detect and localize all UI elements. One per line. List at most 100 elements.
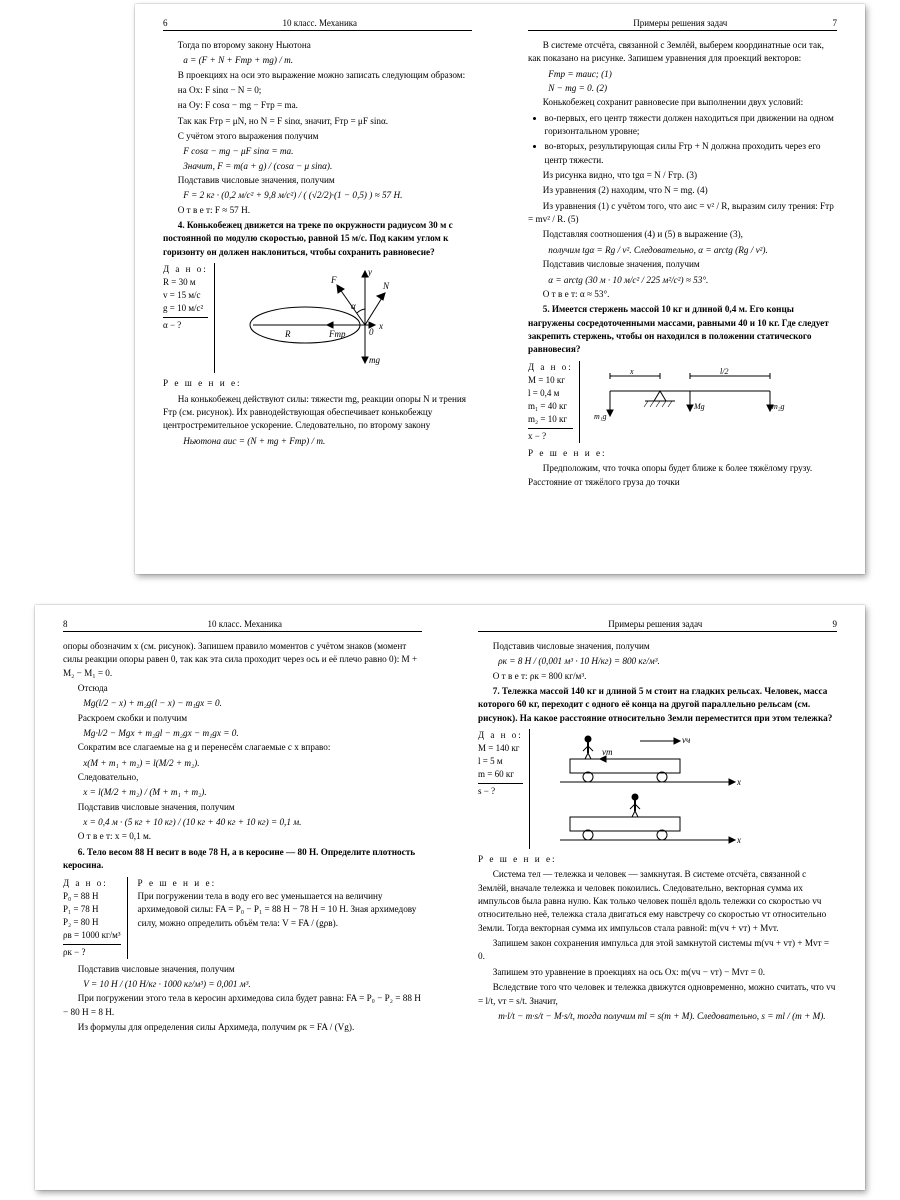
- spread-2: 8 10 класс. Механика опоры обозначим x (…: [35, 605, 865, 1190]
- text: Запишем это уравнение в проекциях на ось…: [478, 966, 837, 979]
- equation: Mg·l/2 − Mgx + m₂gl − m₂gx − m₁gx = 0.: [63, 727, 422, 740]
- text: Из уравнения (2) находим, что N = mg. (4…: [528, 184, 837, 197]
- rod-diagram: x l/2 Mg m₂g m₁g: [590, 361, 837, 443]
- text: Тогда по второму закону Ньютона: [163, 39, 472, 52]
- list-item: во-вторых, результирующая силы Fтр + N д…: [545, 140, 837, 167]
- text: В системе отсчёта, связанной с Землёй, в…: [528, 39, 837, 66]
- text: С учётом этого выражения получим: [163, 130, 472, 143]
- header-title: Примеры решения задач: [478, 619, 833, 629]
- header-title: Примеры решения задач: [528, 18, 833, 28]
- given-block: Д а н о: M = 10 кг l = 0,4 м m₁ = 40 кг …: [528, 361, 580, 443]
- equation: x = l(M/2 + m₂) / (M + m₁ + m₂).: [63, 786, 422, 799]
- page-6: 6 10 класс. Механика Тогда по второму за…: [135, 4, 500, 574]
- answer: О т в е т: α ≈ 53°.: [528, 288, 837, 301]
- given-and-diagram: Д а н о: M = 140 кг l = 5 м m = 60 кг s …: [478, 729, 837, 849]
- svg-text:x: x: [629, 367, 634, 376]
- text: На конькобежец действуют силы: тяжести m…: [163, 393, 472, 433]
- page-8: 8 10 класс. Механика опоры обозначим x (…: [35, 605, 450, 1190]
- equation: Mg(l/2 − x) + m₂g(l − x) − m₁gx = 0.: [63, 697, 422, 710]
- svg-text:x: x: [378, 321, 383, 331]
- page-7: Примеры решения задач 7 В системе отсчёт…: [500, 4, 865, 574]
- text: Отсюда: [63, 682, 422, 695]
- text: Конькобежец сохранит равновесие при выпо…: [528, 96, 837, 109]
- text: на Oy: F cosα − mg − Fтр = ma.: [163, 99, 472, 112]
- text: Вследствие того что человек и тележка дв…: [478, 981, 837, 1008]
- text: Подставив числовые значения, получим: [528, 258, 837, 271]
- svg-text:F: F: [330, 275, 337, 285]
- equation: получим tgα = Rg / v². Следовательно, α …: [528, 244, 837, 257]
- solution-label: Р е ш е н и е:: [528, 447, 837, 460]
- equation: V = 10 Н / (10 Н/кг · 1000 кг/м³) = 0,00…: [63, 978, 422, 991]
- svg-text:l/2: l/2: [720, 367, 728, 376]
- header-title: 10 класс. Механика: [168, 18, 473, 28]
- text: Из уравнения (1) с учётом того, что aис …: [528, 200, 837, 227]
- equation: a = (F + N + Fтр + mg) / m.: [163, 54, 472, 67]
- page-body: Тогда по второму закону Ньютона a = (F +…: [163, 39, 472, 448]
- text: Запишем закон сохранения импульса для эт…: [478, 937, 837, 964]
- page-header: 8 10 класс. Механика: [63, 619, 422, 632]
- text: на Ox: F sinα − N = 0;: [163, 84, 472, 97]
- svg-text:y: y: [367, 267, 372, 277]
- svg-text:α: α: [351, 301, 356, 311]
- text: Из рисунка видно, что tgα = N / Fтр. (3): [528, 169, 837, 182]
- equation: m·l/t − m·s/t − M·s/t, тогда получим ml …: [478, 1010, 837, 1023]
- problem-7: 7. Тележка массой 140 кг и длиной 5 м ст…: [478, 685, 837, 725]
- answer: О т в е т: x = 0,1 м.: [63, 830, 422, 843]
- given-and-diagram: Д а н о: R = 30 м v = 15 м/с g = 10 м/с²…: [163, 263, 472, 373]
- text: опоры обозначим x (см. рисунок). Запишем…: [63, 640, 422, 680]
- equation: N − mg = 0. (2): [528, 82, 837, 95]
- svg-text:0: 0: [369, 327, 374, 337]
- given-and-diagram: Д а н о: M = 10 кг l = 0,4 м m₁ = 40 кг …: [528, 361, 837, 443]
- page-number: 9: [833, 619, 838, 629]
- text: Так как Fтр = μN, но N = F sinα, значит,…: [163, 115, 472, 128]
- text: Подставив числовые значения, получим: [478, 640, 837, 653]
- text: В проекциях на оси это выражение можно з…: [163, 69, 472, 82]
- page-header: Примеры решения задач 9: [478, 619, 837, 632]
- page-header: Примеры решения задач 7: [528, 18, 837, 31]
- equation: F cosα − mg − μF sinα = ma.: [163, 145, 472, 158]
- svg-text:Fтр: Fтр: [328, 329, 346, 339]
- page-number: 7: [833, 18, 838, 28]
- skater-diagram: y N F α 0 x R Fтр mg: [225, 263, 472, 373]
- svg-text:x: x: [736, 777, 741, 787]
- equation: Fтр = maис; (1): [528, 68, 837, 81]
- svg-text:vт: vт: [602, 747, 613, 757]
- text: При погружении этого тела в керосин архи…: [63, 992, 422, 1019]
- svg-text:Mg: Mg: [693, 402, 705, 411]
- given-and-solution: Д а н о: P₀ = 88 Н P₁ = 78 Н P₂ = 80 Н ρ…: [63, 877, 422, 959]
- page-header: 6 10 класс. Механика: [163, 18, 472, 31]
- answer: О т в е т: ρк = 800 кг/м³.: [478, 670, 837, 683]
- page-body: опоры обозначим x (см. рисунок). Запишем…: [63, 640, 422, 1035]
- problem-5: 5. Имеется стержень массой 10 кг и длино…: [528, 303, 837, 356]
- svg-text:x: x: [736, 835, 741, 845]
- bullet-list: во-первых, его центр тяжести должен нахо…: [545, 112, 837, 167]
- list-item: во-первых, его центр тяжести должен нахо…: [545, 112, 837, 139]
- text: Подставляя соотношения (4) и (5) в выраж…: [528, 228, 837, 241]
- equation: Ньютона aис = (N + mg + Fтр) / m.: [163, 435, 472, 448]
- given-block: Д а н о: R = 30 м v = 15 м/с g = 10 м/с²…: [163, 263, 215, 373]
- solution-label: Р е ш е н и е:: [163, 377, 472, 390]
- svg-text:vч: vч: [682, 735, 690, 745]
- text: Система тел — тележка и человек — замкну…: [478, 868, 837, 935]
- problem-6: 6. Тело весом 88 Н весит в воде 78 Н, а …: [63, 846, 422, 873]
- given-block: Д а н о: P₀ = 88 Н P₁ = 78 Н P₂ = 80 Н ρ…: [63, 877, 128, 959]
- spread-1: 6 10 класс. Механика Тогда по второму за…: [135, 4, 865, 574]
- svg-text:m₁g: m₁g: [594, 412, 607, 421]
- text: Предположим, что точка опоры будет ближе…: [528, 462, 837, 489]
- text: Следовательно,: [63, 771, 422, 784]
- given-block: Д а н о: M = 140 кг l = 5 м m = 60 кг s …: [478, 729, 530, 849]
- svg-text:mg: mg: [369, 355, 380, 365]
- solution-text: Р е ш е н и е: При погружении тела в вод…: [138, 877, 422, 959]
- text: Подставив числовые значения, получим: [63, 963, 422, 976]
- equation: Значит, F = m(a + g) / (cosα − μ sinα).: [163, 160, 472, 173]
- equation: x = 0,4 м · (5 кг + 10 кг) / (10 кг + 40…: [63, 816, 422, 829]
- svg-text:m₂g: m₂g: [772, 402, 785, 411]
- equation: ρк = 8 Н / (0,001 м³ · 10 Н/кг) = 800 кг…: [478, 655, 837, 668]
- solution-label: Р е ш е н и е:: [478, 853, 837, 866]
- text: Подставив числовые значения, получим: [63, 801, 422, 814]
- equation: α = arctg (30 м · 10 м/с² / 225 м²/с²) ≈…: [528, 274, 837, 287]
- text: Из формулы для определения силы Архимеда…: [63, 1021, 422, 1034]
- problem-4: 4. Конькобежец движется на треке по окру…: [163, 219, 472, 259]
- cart-diagram: vч x vт x: [540, 729, 837, 849]
- header-title: 10 класс. Механика: [68, 619, 423, 629]
